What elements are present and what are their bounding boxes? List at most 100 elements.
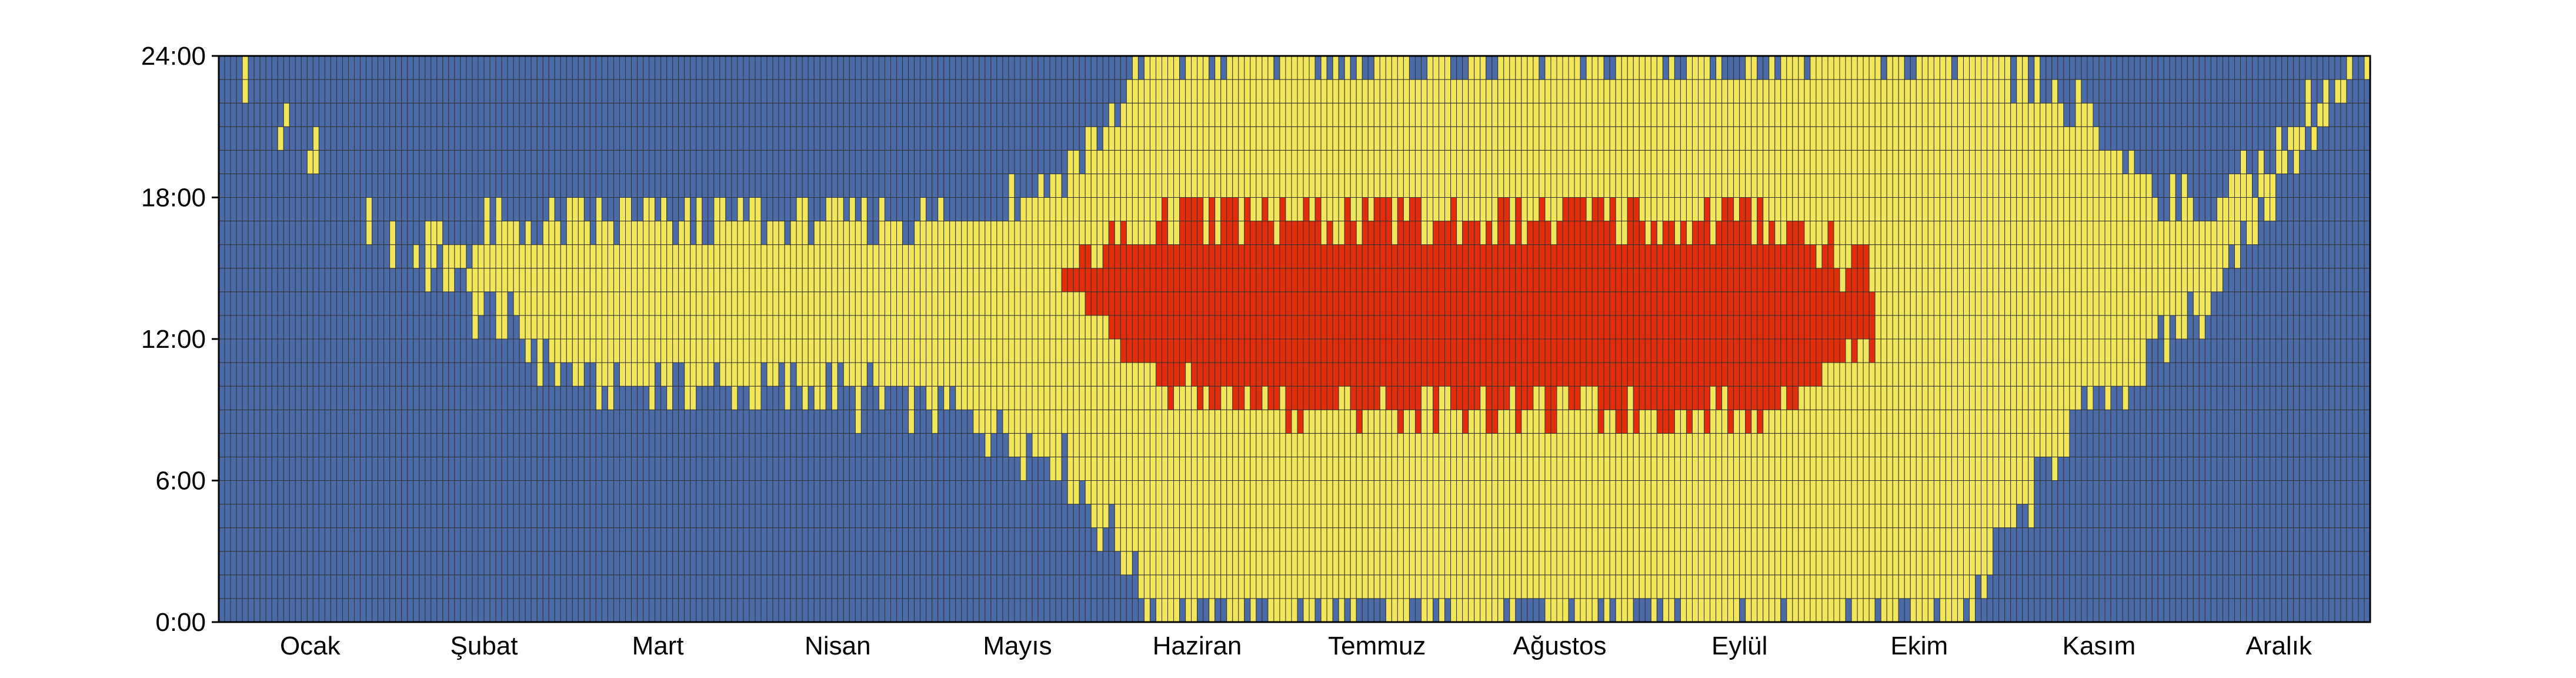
heatmap-cell (690, 456, 697, 481)
heatmap-cell (301, 598, 308, 623)
heatmap-cell (501, 527, 508, 552)
heatmap-cell (649, 433, 656, 457)
heatmap-cell (283, 244, 290, 269)
heatmap-cell (507, 173, 514, 198)
heatmap-cell (1262, 79, 1269, 104)
heatmap-cell (242, 480, 249, 505)
heatmap-cell (548, 362, 555, 387)
heatmap-cell (672, 551, 679, 576)
heatmap-cell (1209, 268, 1216, 293)
heatmap-cell (1403, 221, 1410, 245)
heatmap-cell (572, 315, 579, 340)
heatmap-cell (1120, 433, 1127, 457)
heatmap-cell (1002, 338, 1009, 363)
heatmap-cell (525, 291, 532, 316)
heatmap-cell (436, 197, 443, 222)
heatmap-cell (312, 433, 319, 457)
heatmap-cell (566, 79, 573, 104)
heatmap-cell (802, 268, 809, 293)
heatmap-cell (472, 79, 479, 104)
heatmap-cell (1403, 574, 1410, 599)
heatmap-cell (530, 291, 538, 316)
heatmap-cell (1326, 291, 1333, 316)
heatmap-cell (849, 221, 856, 245)
heatmap-cell (825, 126, 832, 151)
heatmap-cell (578, 456, 585, 481)
heatmap-cell (1061, 173, 1068, 198)
heatmap-cell (1102, 362, 1109, 387)
heatmap-cell (554, 409, 561, 434)
heatmap-cell (755, 126, 762, 151)
heatmap-cell (702, 480, 709, 505)
heatmap-cell (501, 574, 508, 599)
heatmap-cell (1314, 598, 1322, 623)
heatmap-cell (1191, 79, 1198, 104)
heatmap-cell (1126, 55, 1133, 80)
heatmap-cell (1026, 315, 1033, 340)
heatmap-cell (454, 456, 461, 481)
heatmap-cell (1332, 338, 1339, 363)
heatmap-cell (466, 338, 473, 363)
heatmap-cell (1326, 315, 1333, 340)
heatmap-cell (914, 456, 921, 481)
heatmap-cell (1285, 551, 1292, 576)
heatmap-cell (324, 268, 331, 293)
heatmap-cell (1433, 480, 1440, 505)
heatmap-cell (1303, 102, 1310, 127)
heatmap-cell (1238, 480, 1245, 505)
heatmap-cell (1085, 126, 1092, 151)
heatmap-cell (413, 291, 420, 316)
heatmap-cell (625, 173, 632, 198)
heatmap-cell (1273, 268, 1280, 293)
heatmap-cell (902, 385, 909, 410)
heatmap-cell (336, 433, 343, 457)
heatmap-cell (1362, 456, 1369, 481)
heatmap-cell (1020, 504, 1027, 529)
heatmap-cell (1303, 126, 1310, 151)
heatmap-cell (649, 480, 656, 505)
heatmap-cell (1356, 433, 1363, 457)
heatmap-cell (1191, 409, 1198, 434)
heatmap-cell (1108, 574, 1115, 599)
heatmap-cell (1256, 291, 1263, 316)
heatmap-cell (407, 527, 414, 552)
heatmap-cell (1326, 504, 1333, 529)
heatmap-cell (572, 598, 579, 623)
heatmap-cell (253, 433, 261, 457)
heatmap-cell (872, 55, 879, 80)
heatmap-cell (655, 79, 662, 104)
heatmap-cell (1314, 315, 1322, 340)
heatmap-cell (1379, 55, 1386, 80)
heatmap-cell (719, 551, 726, 576)
heatmap-cell (1367, 574, 1374, 599)
heatmap-cell (684, 221, 691, 245)
heatmap-cell (1414, 315, 1422, 340)
heatmap-cell (1197, 149, 1204, 174)
heatmap-cell (1285, 385, 1292, 410)
heatmap-cell (696, 102, 703, 127)
heatmap-cell (466, 126, 473, 151)
heatmap-cell (1137, 362, 1144, 387)
heatmap-cell (436, 385, 443, 410)
heatmap-cell (878, 456, 885, 481)
heatmap-cell (1085, 221, 1092, 245)
heatmap-cell (996, 291, 1003, 316)
heatmap-cell (1162, 79, 1169, 104)
heatmap-cell (843, 291, 850, 316)
heatmap-cell (914, 338, 921, 363)
heatmap-cell (295, 551, 302, 576)
heatmap-cell (572, 574, 579, 599)
heatmap-cell (1137, 268, 1144, 293)
heatmap-cell (878, 504, 885, 529)
heatmap-cell (1120, 173, 1127, 198)
heatmap-cell (348, 268, 355, 293)
heatmap-cell (1250, 385, 1257, 410)
heatmap-cell (926, 55, 933, 80)
heatmap-cell (277, 527, 284, 552)
heatmap-cell (218, 338, 225, 363)
heatmap-cell (813, 409, 820, 434)
heatmap-cell (637, 291, 644, 316)
heatmap-cell (849, 574, 856, 599)
heatmap-cell (1079, 385, 1086, 410)
heatmap-cell (1244, 244, 1251, 269)
